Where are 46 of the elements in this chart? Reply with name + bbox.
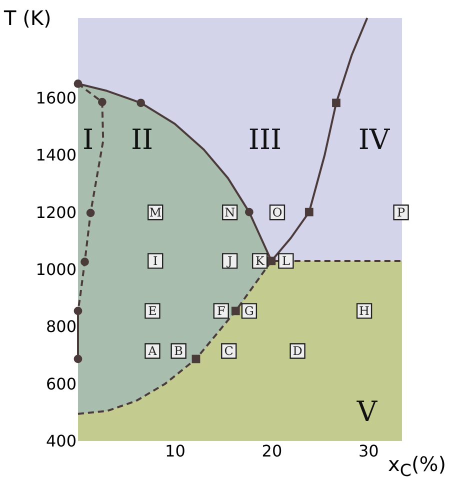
annotation: IV bbox=[358, 123, 390, 156]
data-label: P bbox=[396, 205, 406, 220]
annotation: III bbox=[248, 123, 282, 156]
data-label: N bbox=[224, 205, 236, 220]
x-tick-label: 30 bbox=[358, 442, 379, 460]
point bbox=[74, 80, 82, 88]
point bbox=[332, 98, 340, 108]
x-tick-label: 10 bbox=[165, 442, 186, 460]
point bbox=[245, 208, 254, 216]
point bbox=[136, 98, 146, 108]
data-label: L bbox=[282, 254, 290, 268]
data-label: F bbox=[216, 304, 226, 318]
data-label: C bbox=[224, 344, 234, 358]
y-tick-label: 600 bbox=[46, 374, 76, 394]
point bbox=[98, 98, 106, 106]
data-label: M bbox=[149, 205, 162, 220]
y-tick-label: 1400 bbox=[36, 146, 76, 165]
data-label: D bbox=[292, 344, 302, 358]
data-label: G bbox=[244, 304, 254, 318]
y-tick-label: 1200 bbox=[36, 202, 76, 222]
data-label: A bbox=[147, 344, 158, 358]
x-tick-label: 20 bbox=[262, 442, 282, 460]
annotation: I bbox=[82, 123, 94, 156]
y-tick-label: 400 bbox=[46, 432, 76, 450]
point bbox=[86, 208, 95, 218]
annotation: II bbox=[130, 123, 154, 156]
point bbox=[304, 208, 314, 216]
data-label: O bbox=[272, 205, 282, 220]
y-tick-label: 1000 bbox=[36, 260, 76, 280]
y-tick-label: 1600 bbox=[36, 88, 76, 108]
annotation: V bbox=[356, 395, 378, 428]
data-label: H bbox=[359, 304, 370, 318]
data-label: K bbox=[255, 254, 266, 268]
point bbox=[80, 258, 89, 266]
data-label: B bbox=[174, 344, 184, 358]
point bbox=[74, 354, 82, 364]
data-label: J bbox=[225, 254, 232, 268]
y-tick-label: 800 bbox=[46, 317, 76, 336]
y-axis-title: T (K) bbox=[4, 6, 52, 30]
point bbox=[74, 306, 82, 316]
point bbox=[192, 354, 200, 364]
point bbox=[231, 306, 240, 316]
data-label: E bbox=[148, 304, 157, 318]
data-label: I bbox=[153, 254, 158, 268]
point bbox=[267, 256, 276, 266]
x-axis-title: x$_{C}$(%) bbox=[388, 452, 446, 480]
